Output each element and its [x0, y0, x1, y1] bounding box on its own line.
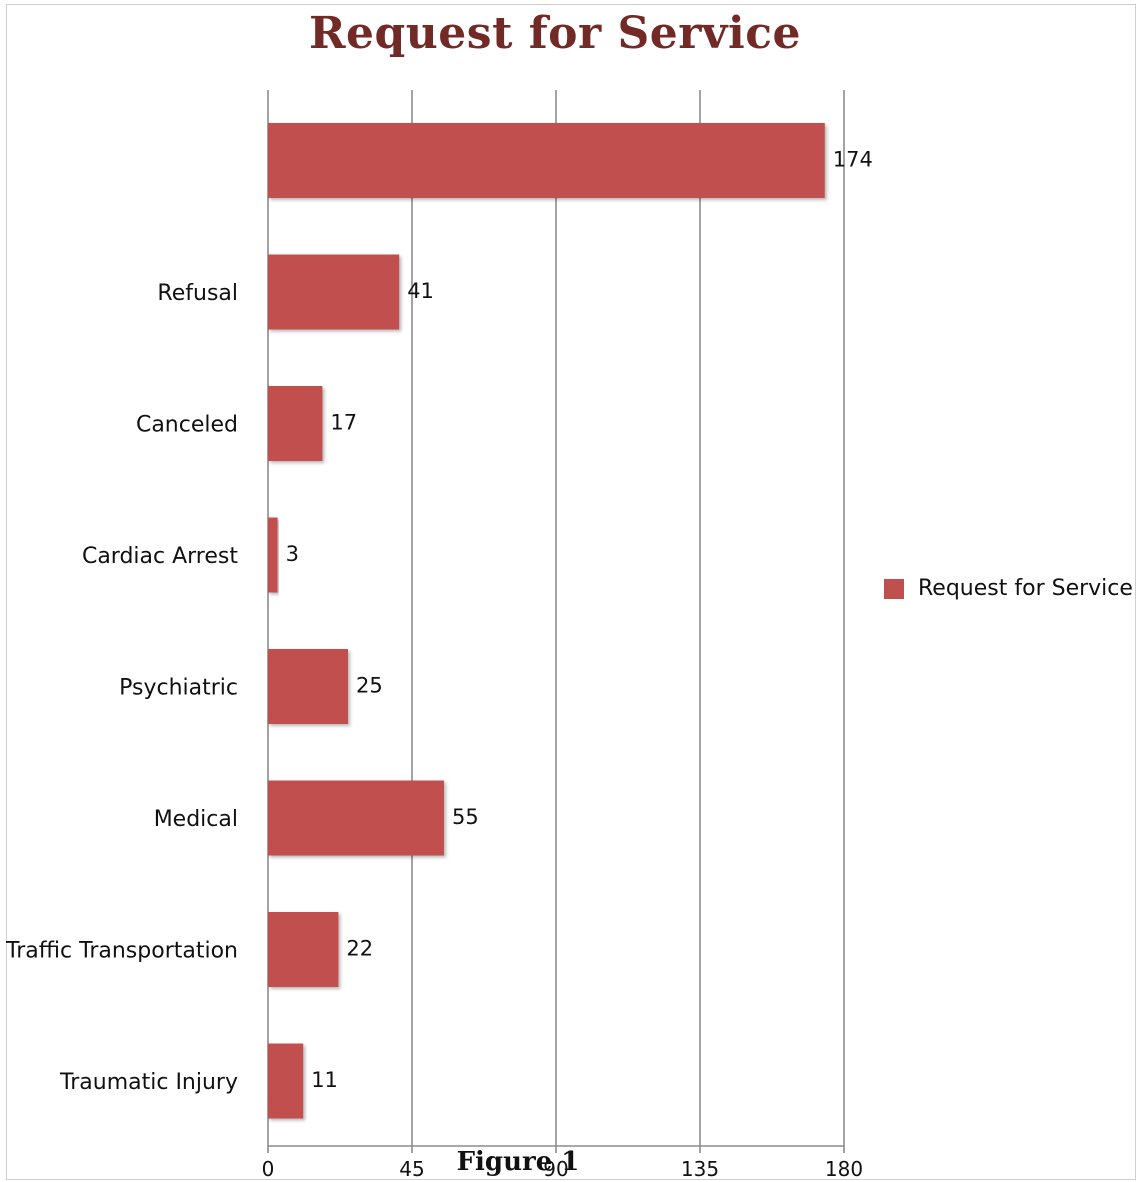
x-tick-label: 90: [543, 1157, 568, 1181]
chart-title: Request for Service: [308, 8, 802, 59]
bar: [268, 386, 323, 461]
figure-caption: Figure 1: [457, 1147, 580, 1177]
bar: [268, 254, 400, 330]
bar: [268, 649, 348, 724]
data-label: 22: [346, 937, 373, 961]
category-label: Psychiatric: [119, 676, 238, 701]
x-tick-label: 180: [825, 1157, 863, 1181]
category-label: Canceled: [136, 413, 238, 438]
data-label: 25: [356, 674, 383, 698]
bar: [268, 517, 278, 593]
legend-swatch: [884, 578, 904, 599]
x-tick-label: 0: [262, 1157, 275, 1181]
bar: [268, 123, 825, 198]
bar: [268, 912, 339, 987]
bar: [268, 780, 444, 856]
data-label: 55: [452, 805, 479, 829]
data-label: 41: [407, 279, 434, 303]
bar: [268, 1043, 304, 1119]
data-label: 17: [330, 411, 357, 435]
category-label: Cardiac Arrest: [82, 544, 238, 569]
legend: Request for Service: [884, 576, 1133, 601]
category-label: Traumatic Injury: [59, 1070, 238, 1095]
axes: [267, 1145, 845, 1153]
legend-label: Request for Service: [918, 576, 1133, 601]
gridlines: [267, 90, 845, 1146]
data-label: 11: [311, 1068, 338, 1092]
chart-frame: [6, 4, 1136, 1180]
labels: 0 45 90 135 180 174 Refusal 41 Canceled 17 Cardiac…: [5, 148, 873, 1182]
data-label: 3: [286, 542, 299, 566]
category-label: Medical: [154, 807, 238, 832]
category-label: Traffic Transportation: [5, 939, 238, 964]
x-tick-label: 135: [681, 1157, 719, 1181]
bars: [268, 123, 825, 1119]
category-label: Refusal: [157, 281, 238, 306]
data-label: 174: [833, 148, 873, 172]
x-tick-label: 45: [399, 1157, 424, 1181]
